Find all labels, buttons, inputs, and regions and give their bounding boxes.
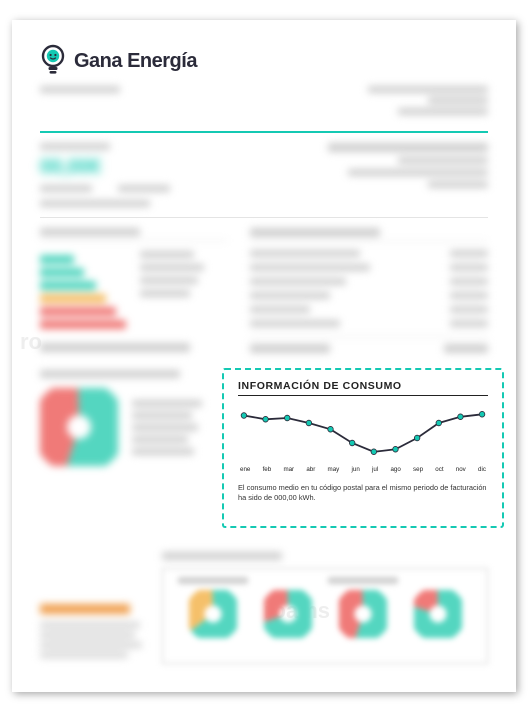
consumption-title: INFORMACIÓN DE CONSUMO — [238, 380, 488, 396]
total-amount: 00,00€ — [40, 156, 170, 179]
note-block — [40, 604, 150, 662]
impact-bars — [40, 255, 126, 329]
consumption-footer: El consumo medio en tu código postal par… — [238, 483, 488, 503]
lightbulb-icon — [40, 44, 66, 78]
logo: Gana Energía — [40, 44, 488, 78]
energy-mix-donut — [40, 388, 118, 466]
header-divider — [40, 131, 488, 133]
metrics-donut-row — [162, 568, 488, 664]
invoice-page: ro roams Gana Energía — [12, 20, 516, 692]
month-axis: enefebmarabrmayjunjulagosepoctnovdic — [238, 464, 488, 473]
brand-name: Gana Energía — [74, 50, 197, 73]
consumption-info-panel: INFORMACIÓN DE CONSUMO enefebmarabrmayju… — [222, 368, 504, 528]
consumption-line-chart — [238, 402, 488, 464]
